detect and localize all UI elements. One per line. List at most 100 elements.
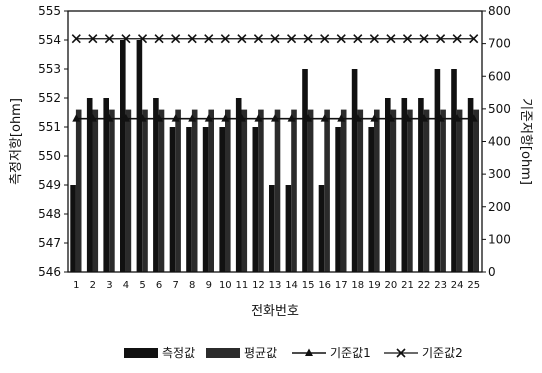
legend-label: 평균값 (244, 346, 277, 360)
x-tick-label: 21 (401, 280, 414, 291)
y2-tick-label: 0 (488, 265, 496, 279)
reference1-marker (72, 114, 81, 122)
average-bar (125, 109, 132, 272)
x-tick-label: 5 (139, 280, 145, 291)
reference2-marker (303, 34, 313, 44)
average-bar (456, 109, 463, 272)
average-bar (473, 109, 479, 272)
measured-bar (103, 98, 109, 272)
measured-bar (120, 40, 126, 272)
average-bar (324, 109, 330, 272)
measured-bar (136, 40, 143, 272)
measured-bar (318, 185, 325, 272)
reference2-marker (253, 34, 264, 44)
average-bar (191, 109, 198, 272)
measured-bar (269, 185, 275, 272)
average-bar (225, 109, 231, 272)
reference1-marker (138, 114, 147, 122)
measured-bar (186, 127, 192, 272)
y2-tick-label: 300 (488, 167, 511, 181)
measured-bar (202, 127, 209, 272)
measured-bar (335, 127, 341, 272)
legend-marker-reference1 (305, 348, 313, 356)
reference2-marker (436, 34, 446, 44)
y-tick-label: 547 (38, 236, 61, 250)
x-tick-label: 6 (156, 280, 162, 291)
x-tick-label: 7 (172, 280, 178, 291)
average-bar (407, 109, 413, 272)
average-bar (75, 109, 82, 272)
measured-bar (169, 127, 176, 272)
legend-label: 기준값1 (330, 346, 371, 360)
x-tick-label: 2 (90, 280, 96, 291)
reference1-marker (287, 114, 296, 122)
measured-bar (86, 98, 93, 272)
reference1-marker (254, 114, 263, 122)
average-bar (291, 109, 297, 272)
measured-bar (418, 98, 424, 272)
reference2-marker (104, 34, 114, 44)
average-bar (274, 109, 281, 272)
x-tick-label: 15 (302, 280, 315, 291)
average-bar (241, 109, 248, 272)
x-tick-label: 9 (206, 280, 212, 291)
reference2-marker (286, 34, 297, 44)
y-tick-label: 546 (38, 265, 61, 279)
reference2-marker (353, 34, 363, 44)
y-tick-label: 551 (38, 120, 61, 134)
average-bar (142, 109, 148, 272)
reference1-marker (370, 114, 379, 122)
reference1-marker (171, 114, 180, 122)
reference1-marker (304, 114, 313, 122)
reference2-marker (154, 34, 164, 44)
measured-bar (285, 185, 292, 272)
reference1-marker (221, 114, 230, 122)
reference1-marker (188, 114, 197, 122)
x-tick-label: 25 (467, 280, 480, 291)
measured-bar (434, 69, 441, 272)
reference1-marker (453, 114, 462, 122)
x-tick-label: 16 (318, 280, 331, 291)
average-bar (340, 109, 347, 272)
reference1-marker (420, 114, 429, 122)
legend-swatch-measured (124, 348, 158, 358)
average-bar (258, 109, 264, 272)
x-tick-label: 8 (189, 280, 195, 291)
reference2-marker (88, 34, 98, 44)
reference1-marker (155, 114, 164, 122)
average-bar (440, 109, 446, 272)
reference2-marker (71, 34, 81, 44)
measured-bar (385, 98, 391, 272)
y-tick-label: 554 (38, 33, 61, 47)
y2-tick-label: 700 (488, 37, 511, 51)
y2-tick-label: 600 (488, 69, 511, 83)
x-tick-label: 20 (385, 280, 398, 291)
x-tick-label: 19 (368, 280, 381, 291)
average-bar (92, 109, 99, 272)
reference1-marker (105, 114, 114, 122)
reference1-marker (337, 114, 346, 122)
x-tick-label: 4 (123, 280, 129, 291)
measured-bar (252, 127, 259, 272)
y-axis-title: 측정저항[ohm] (9, 98, 24, 185)
reference2-marker (237, 34, 247, 44)
y2-tick-label: 500 (488, 102, 511, 116)
measured-bar (401, 98, 408, 272)
reference2-marker (469, 34, 479, 44)
x-tick-label: 3 (106, 280, 112, 291)
measured-bar (153, 98, 159, 272)
reference2-marker (137, 34, 148, 44)
x-tick-label: 18 (351, 280, 364, 291)
average-bar (158, 109, 165, 272)
measured-bar (368, 127, 374, 272)
x-tick-label: 10 (219, 280, 232, 291)
y-tick-label: 555 (38, 4, 61, 18)
x-tick-label: 11 (236, 280, 249, 291)
y-tick-label: 552 (38, 91, 61, 105)
reference2-marker (369, 34, 379, 44)
plot-area: 5465475485495505515525535545550100200300… (38, 4, 511, 291)
legend-marker-reference2 (396, 348, 406, 358)
reference2-marker (220, 34, 230, 44)
legend-label: 기준값2 (422, 346, 463, 360)
measured-bar (70, 185, 76, 272)
